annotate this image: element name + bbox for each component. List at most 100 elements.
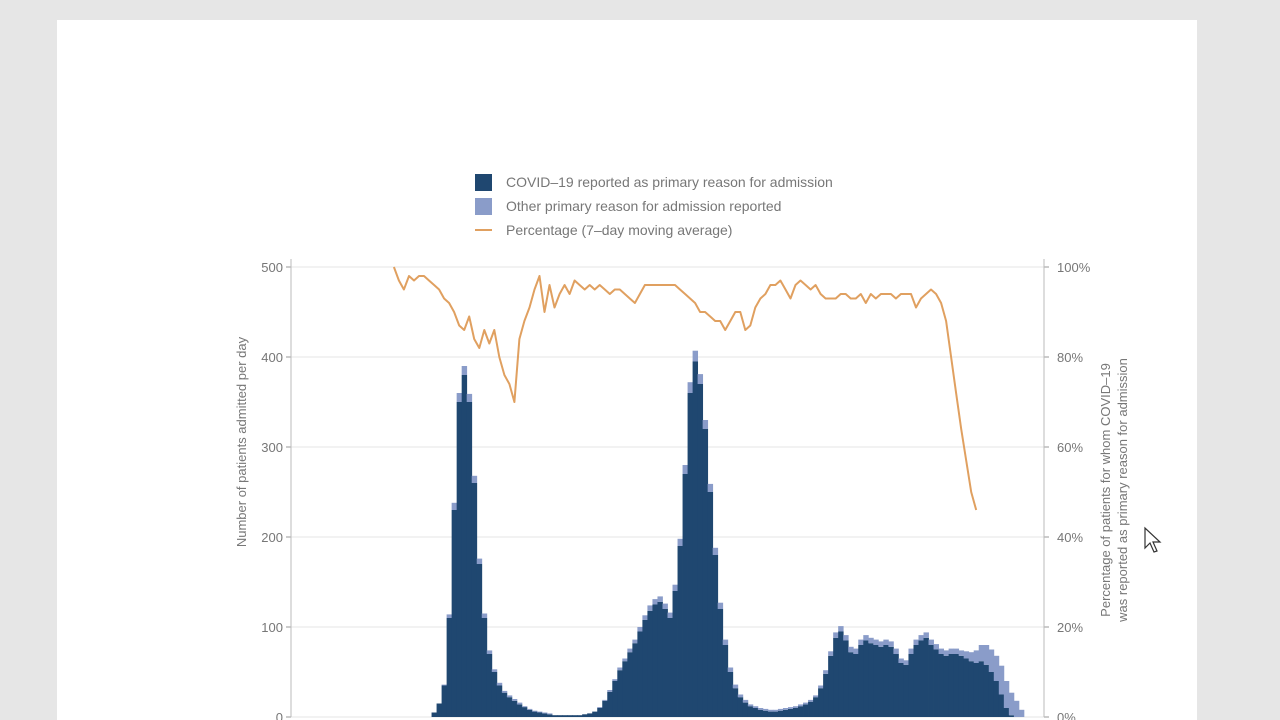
bar-primary: [737, 697, 744, 717]
bar-other: [948, 648, 955, 654]
bar-other: [466, 393, 473, 402]
bar-other: [757, 708, 764, 710]
bar-primary: [948, 654, 955, 717]
bar-other: [752, 706, 759, 708]
bar-other: [908, 648, 914, 654]
bar-other: [647, 605, 653, 611]
bar-other: [506, 695, 513, 698]
bar-other: [888, 641, 894, 647]
bar-other: [798, 704, 804, 707]
y-tick-label: 200: [261, 530, 283, 545]
bar-primary: [918, 640, 924, 717]
bar-other: [446, 614, 453, 618]
bar-other: [451, 502, 458, 510]
y-tick-label: 400: [261, 350, 283, 365]
bar-primary: [526, 709, 533, 717]
bar-primary: [988, 672, 995, 717]
bar-primary: [521, 707, 528, 717]
bar-primary: [481, 618, 488, 717]
bar-other: [697, 374, 704, 384]
bar-primary: [777, 710, 784, 717]
bar-primary: [898, 663, 904, 717]
bar-other: [461, 366, 468, 375]
bar-other: [1018, 709, 1025, 717]
y2-tick-label: 80%: [1057, 350, 1083, 365]
bar-primary: [637, 631, 643, 717]
bar-primary: [436, 703, 442, 717]
bar-primary: [632, 643, 638, 717]
bar-other: [672, 584, 678, 591]
bar-primary: [883, 645, 889, 717]
chart-card: [57, 20, 1197, 720]
bar-other: [722, 639, 729, 645]
bar-other: [928, 639, 934, 645]
bar-primary: [622, 661, 628, 717]
bar-primary: [572, 715, 578, 717]
bar-primary: [662, 609, 668, 717]
bar-other: [978, 645, 985, 662]
bar-primary: [993, 681, 1000, 717]
bar-primary: [516, 704, 523, 717]
bar-other: [853, 648, 859, 654]
bar-other: [657, 596, 663, 602]
bar-other: [793, 706, 799, 708]
y2-axis-title-line2: was reported as primary reason for admis…: [1115, 358, 1130, 623]
bar-other: [632, 639, 638, 644]
bar-other: [536, 711, 543, 713]
bar-other: [496, 682, 503, 686]
bar-other: [732, 684, 739, 689]
bar-other: [767, 709, 774, 712]
bar-primary: [557, 715, 563, 717]
bar-primary: [933, 649, 939, 717]
bar-other: [597, 707, 603, 708]
bar-primary: [717, 609, 724, 717]
bar-other: [682, 465, 688, 474]
bar-primary: [978, 661, 985, 717]
bar-primary: [813, 697, 819, 717]
bar-other: [531, 710, 538, 712]
bar-primary: [657, 601, 663, 717]
bar-primary: [973, 663, 980, 717]
bar-primary: [868, 643, 874, 717]
y-axis-title: Number of patients admitted per day: [234, 336, 249, 547]
bar-primary: [552, 715, 558, 717]
bar-other: [692, 350, 699, 362]
bar-primary: [697, 384, 704, 717]
bar-other: [988, 649, 995, 672]
bar-primary: [536, 712, 543, 717]
bar-primary: [642, 619, 648, 717]
bar-primary: [677, 546, 683, 717]
bar-primary: [451, 510, 458, 717]
bar-other: [471, 475, 478, 483]
bar-primary: [627, 652, 633, 717]
legend-swatch-line: [475, 229, 492, 231]
bar-other: [873, 639, 879, 645]
bar-other: [762, 708, 769, 711]
bar-primary: [587, 713, 593, 717]
bar-other: [737, 694, 744, 698]
bar-primary: [647, 610, 653, 717]
bar-other: [627, 648, 633, 653]
bar-primary: [767, 711, 774, 717]
bar-primary: [567, 715, 573, 717]
legend-swatch-other: [475, 197, 492, 215]
bar-primary: [471, 483, 478, 717]
bar-primary: [958, 655, 965, 717]
bar-primary: [531, 711, 538, 717]
bar-primary: [511, 700, 518, 717]
bar-primary: [597, 708, 603, 717]
bar-primary: [968, 661, 975, 717]
legend-item-line: Percentage (7–day moving average): [475, 218, 833, 242]
bar-primary: [1003, 708, 1010, 717]
y2-tick-label: 40%: [1057, 530, 1083, 545]
bar-primary: [863, 640, 869, 717]
bar-other: [662, 603, 668, 609]
bar-primary: [431, 712, 437, 717]
bar-other: [1013, 700, 1020, 717]
bar-primary: [757, 709, 764, 717]
bar-other: [602, 699, 608, 701]
bar-other: [843, 635, 849, 641]
bar-primary: [476, 564, 483, 717]
bar-primary: [998, 694, 1005, 717]
